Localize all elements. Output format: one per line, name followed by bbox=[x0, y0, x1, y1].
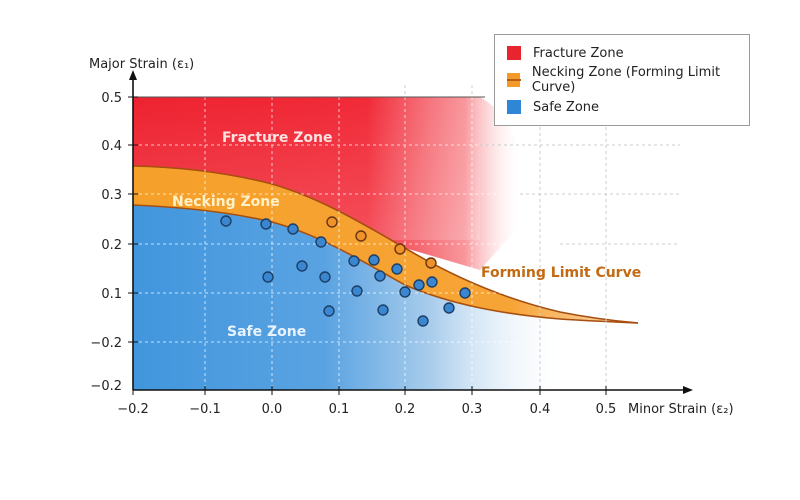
svg-text:0.5: 0.5 bbox=[596, 402, 617, 417]
svg-text:0.1: 0.1 bbox=[101, 287, 122, 302]
legend-label: Safe Zone bbox=[533, 99, 600, 115]
svg-text:−0.1: −0.1 bbox=[189, 402, 221, 417]
svg-text:0.3: 0.3 bbox=[462, 402, 483, 417]
x-axis bbox=[132, 386, 693, 395]
x-axis-arrow-icon bbox=[683, 386, 693, 394]
x-tick-labels: −0.2 −0.1 0.0 0.1 0.2 0.3 0.4 0.5 bbox=[117, 402, 616, 417]
forming-limit-curve-annotation: Forming Limit Curve bbox=[481, 265, 641, 281]
legend: Fracture Zone Necking Zone (Forming Limi… bbox=[494, 34, 750, 126]
necking-swatch-icon bbox=[507, 73, 521, 87]
legend-item-safe: Safe Zone bbox=[507, 97, 599, 117]
svg-text:0.3: 0.3 bbox=[101, 188, 122, 203]
svg-text:0.1: 0.1 bbox=[329, 402, 350, 417]
x-axis-title: Minor Strain (ε₂) bbox=[628, 402, 734, 417]
safe-swatch-icon bbox=[507, 100, 521, 114]
fracture-swatch-icon bbox=[507, 46, 521, 60]
svg-text:0.2: 0.2 bbox=[395, 402, 416, 417]
svg-text:0.4: 0.4 bbox=[530, 402, 551, 417]
legend-label: Fracture Zone bbox=[533, 45, 624, 61]
necking-points bbox=[326, 216, 437, 269]
legend-item-necking: Necking Zone (Forming Limit Curve) bbox=[507, 65, 749, 95]
fracture-zone-label: Fracture Zone bbox=[222, 130, 332, 146]
svg-text:0.5: 0.5 bbox=[101, 91, 122, 106]
safe-zone-label: Safe Zone bbox=[227, 324, 306, 340]
svg-text:−0.2: −0.2 bbox=[90, 336, 122, 351]
y-axis-title: Major Strain (ε₁) bbox=[89, 57, 194, 72]
svg-text:−0.2: −0.2 bbox=[90, 379, 122, 394]
necking-zone-label: Necking Zone bbox=[172, 194, 280, 210]
safe-points bbox=[220, 215, 471, 327]
y-axis bbox=[128, 70, 138, 390]
svg-text:0.0: 0.0 bbox=[262, 402, 283, 417]
safe-zone bbox=[133, 205, 560, 390]
legend-item-fracture: Fracture Zone bbox=[507, 43, 624, 63]
y-axis-arrow-icon bbox=[129, 70, 137, 80]
svg-text:0.2: 0.2 bbox=[101, 238, 122, 253]
y-tick-labels: 0.5 0.4 0.3 0.2 0.1 −0.2 −0.2 bbox=[90, 91, 122, 394]
legend-label: Necking Zone (Forming Limit Curve) bbox=[531, 65, 721, 95]
svg-text:0.4: 0.4 bbox=[101, 139, 122, 154]
grid-light bbox=[404, 85, 680, 390]
svg-text:−0.2: −0.2 bbox=[117, 402, 149, 417]
